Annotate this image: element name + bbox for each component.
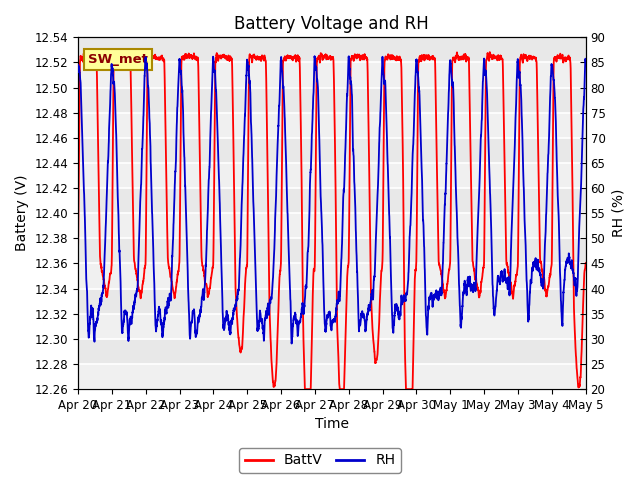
Y-axis label: RH (%): RH (%) xyxy=(611,189,625,238)
Bar xyxy=(78,213,586,239)
Bar xyxy=(78,314,586,339)
Bar xyxy=(78,163,586,188)
Legend: BattV, RH: BattV, RH xyxy=(239,448,401,473)
Y-axis label: Battery (V): Battery (V) xyxy=(15,175,29,252)
Bar xyxy=(78,264,586,288)
Bar xyxy=(78,364,586,389)
Title: Battery Voltage and RH: Battery Voltage and RH xyxy=(234,15,429,33)
Bar xyxy=(78,113,586,138)
X-axis label: Time: Time xyxy=(315,418,349,432)
Text: SW_met: SW_met xyxy=(88,53,148,66)
Bar xyxy=(78,62,586,87)
